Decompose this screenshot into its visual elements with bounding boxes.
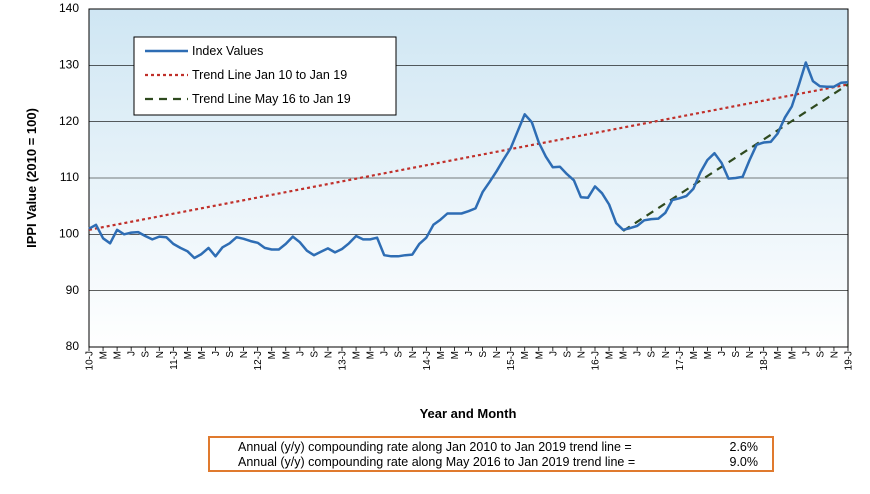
y-tick-label: 130	[59, 58, 79, 72]
x-tick-label: M	[99, 351, 110, 359]
note-row: Annual (y/y) compounding rate along Jan …	[210, 440, 772, 455]
note-label-2010: Annual (y/y) compounding rate along Jan …	[238, 440, 632, 454]
x-axis-ticks: 10-J M M J S N 11-J M M J S N 12-J M M J S N 13-J M M J S N 14-J…	[85, 347, 855, 370]
note-value-2010: 2.6%	[729, 440, 759, 454]
x-tick-label: J	[717, 351, 728, 356]
x-tick-label: M	[352, 351, 363, 359]
x-tick-label: S	[478, 351, 489, 358]
y-tick-label: 80	[66, 339, 80, 353]
legend-label-trend-2010: Trend Line Jan 10 to Jan 19	[192, 68, 347, 82]
x-tick-label: J	[464, 351, 475, 356]
trend-line-jan10-jan19	[88, 83, 849, 231]
x-tick-label: 16-J	[591, 351, 602, 370]
series-group	[88, 61, 849, 260]
x-tick-label: M	[281, 351, 292, 359]
x-tick-label: 15-J	[506, 351, 517, 370]
x-tick-label: 13-J	[338, 351, 349, 370]
x-tick-label: S	[225, 351, 236, 358]
y-tick-label: 120	[59, 114, 79, 128]
x-tick-label: 12-J	[253, 351, 264, 370]
y-tick-label: 90	[66, 283, 80, 297]
x-tick-label: S	[647, 351, 658, 358]
x-tick-label: S	[815, 351, 826, 358]
x-tick-label: M	[703, 351, 714, 359]
compounding-rate-box: Annual (y/y) compounding rate along Jan …	[208, 436, 774, 472]
x-tick-label: M	[450, 351, 461, 359]
y-axis-title: IPPI Value (2010 = 100)	[24, 108, 39, 248]
x-tick-label: N	[239, 351, 250, 358]
x-tick-label: N	[155, 351, 166, 358]
legend-label-trend-2016: Trend Line May 16 to Jan 19	[192, 92, 351, 106]
x-tick-label: N	[408, 351, 419, 358]
x-tick-label: S	[562, 351, 573, 358]
x-tick-label: M	[520, 351, 531, 359]
x-tick-label: J	[211, 351, 222, 356]
note-value-2016: 9.0%	[729, 455, 759, 469]
y-axis-ticks: 80 90 100 110 120 130 140	[59, 1, 79, 353]
legend: Index Values Trend Line Jan 10 to Jan 19…	[133, 36, 397, 116]
x-tick-label: M	[619, 351, 630, 359]
x-tick-label: M	[366, 351, 377, 359]
x-tick-label: N	[829, 351, 840, 358]
y-tick-label: 100	[59, 227, 79, 241]
x-tick-label: M	[534, 351, 545, 359]
note-row: Annual (y/y) compounding rate along May …	[210, 455, 772, 470]
x-tick-label: M	[787, 351, 798, 359]
x-tick-label: M	[605, 351, 616, 359]
x-tick-label: M	[197, 351, 208, 359]
x-tick-label: J	[633, 351, 644, 356]
legend-label-index: Index Values	[192, 44, 263, 58]
x-tick-label: J	[801, 351, 812, 356]
x-tick-label: J	[380, 351, 391, 356]
x-tick-label: J	[295, 351, 306, 356]
x-tick-label: 19-J	[844, 351, 855, 370]
x-tick-label: J	[548, 351, 559, 356]
x-tick-label: N	[576, 351, 587, 358]
y-tick-label: 140	[59, 1, 79, 15]
trend-line-may16-jan19	[622, 83, 849, 232]
index-values-line	[88, 61, 849, 260]
x-tick-label: 14-J	[422, 351, 433, 370]
x-tick-label: 11-J	[169, 351, 180, 370]
x-tick-label: M	[183, 351, 194, 359]
x-tick-label: 17-J	[675, 351, 686, 370]
x-tick-label: M	[689, 351, 700, 359]
x-tick-label: S	[309, 351, 320, 358]
y-tick-label: 110	[60, 170, 79, 184]
x-tick-label: M	[113, 351, 124, 359]
x-tick-label: S	[731, 351, 742, 358]
note-label-2016: Annual (y/y) compounding rate along May …	[238, 455, 636, 469]
x-tick-label: M	[267, 351, 278, 359]
x-tick-label: N	[745, 351, 756, 358]
x-tick-label: S	[141, 351, 152, 358]
x-tick-label: N	[661, 351, 672, 358]
x-tick-label: N	[323, 351, 334, 358]
x-tick-label: J	[127, 351, 138, 356]
x-tick-label: N	[492, 351, 503, 358]
x-tick-label: M	[436, 351, 447, 359]
x-axis-title: Year and Month	[420, 406, 517, 421]
x-tick-label: M	[773, 351, 784, 359]
x-tick-label: S	[394, 351, 405, 358]
x-tick-label: 18-J	[759, 351, 770, 370]
x-tick-label: 10-J	[85, 351, 96, 370]
